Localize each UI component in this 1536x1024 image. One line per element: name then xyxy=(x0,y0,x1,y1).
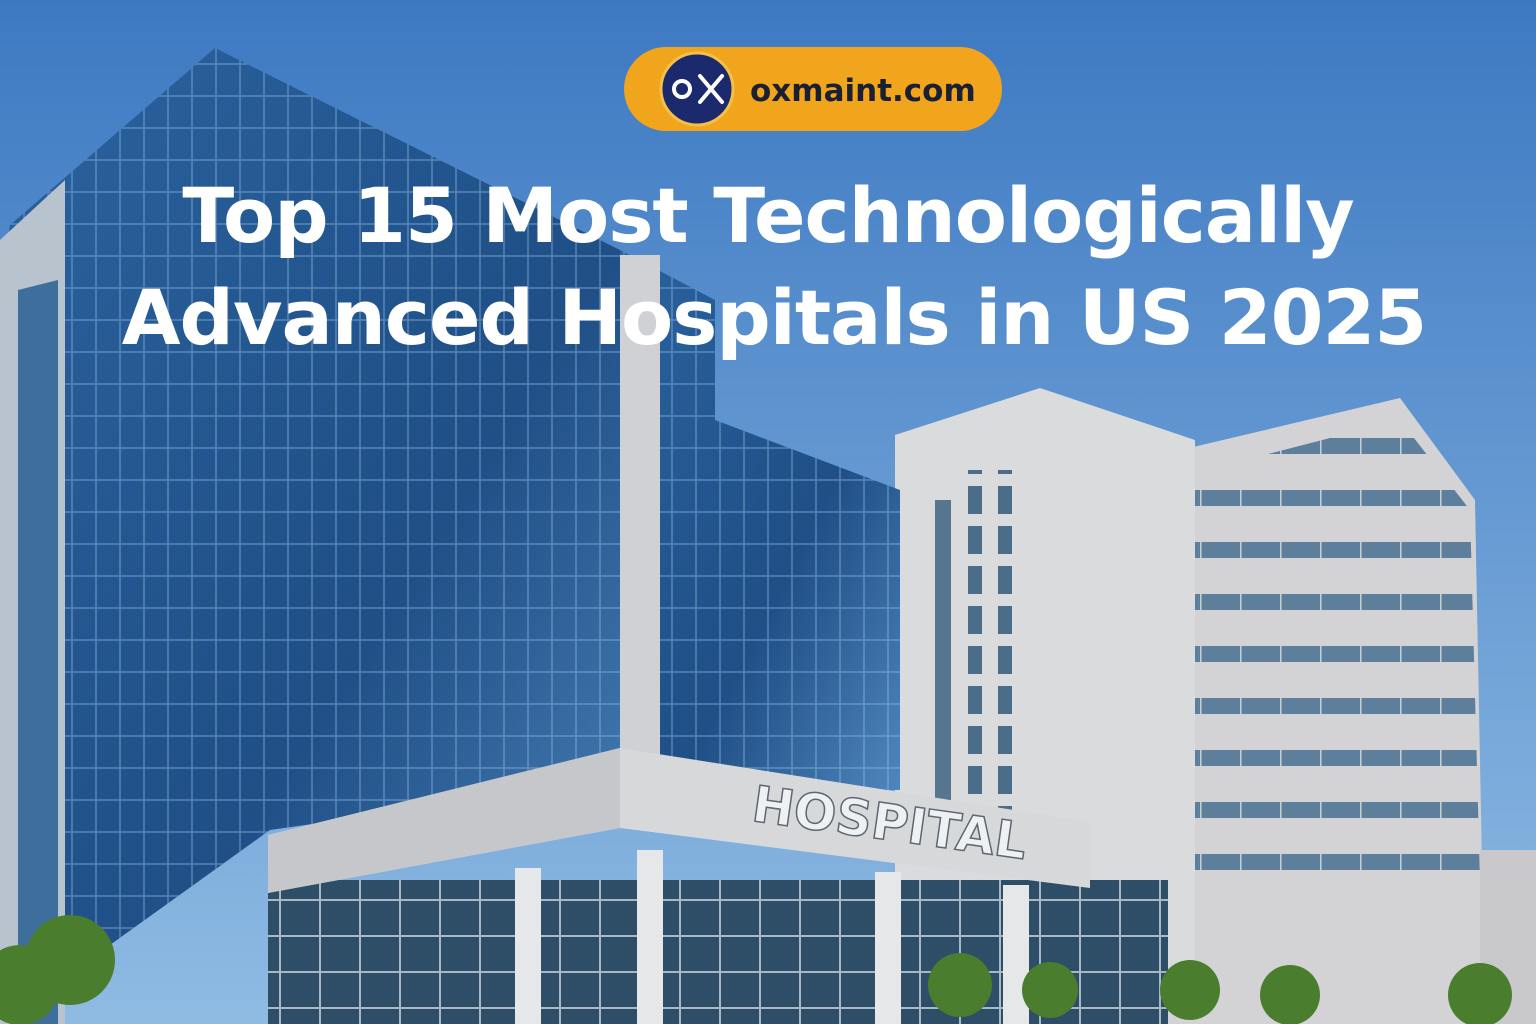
logo xyxy=(659,51,735,127)
column xyxy=(515,868,541,1024)
building-windows xyxy=(935,500,951,800)
title-line: Advanced Hospitals in US 2025 xyxy=(122,273,1427,362)
column xyxy=(637,850,663,1024)
column xyxy=(875,872,901,1024)
building-grid xyxy=(620,250,900,790)
tower-side-glass xyxy=(18,280,58,1024)
badge-text: oxmaint.com xyxy=(750,73,976,109)
logo-icon xyxy=(672,74,724,104)
canopy-side xyxy=(268,748,620,893)
title-line: Top 15 Most Technologically xyxy=(182,171,1354,260)
building-windows xyxy=(965,470,1017,810)
column xyxy=(1003,885,1029,1024)
trees xyxy=(0,915,1512,1024)
building-column xyxy=(620,255,660,775)
tower-grid xyxy=(0,48,620,1024)
